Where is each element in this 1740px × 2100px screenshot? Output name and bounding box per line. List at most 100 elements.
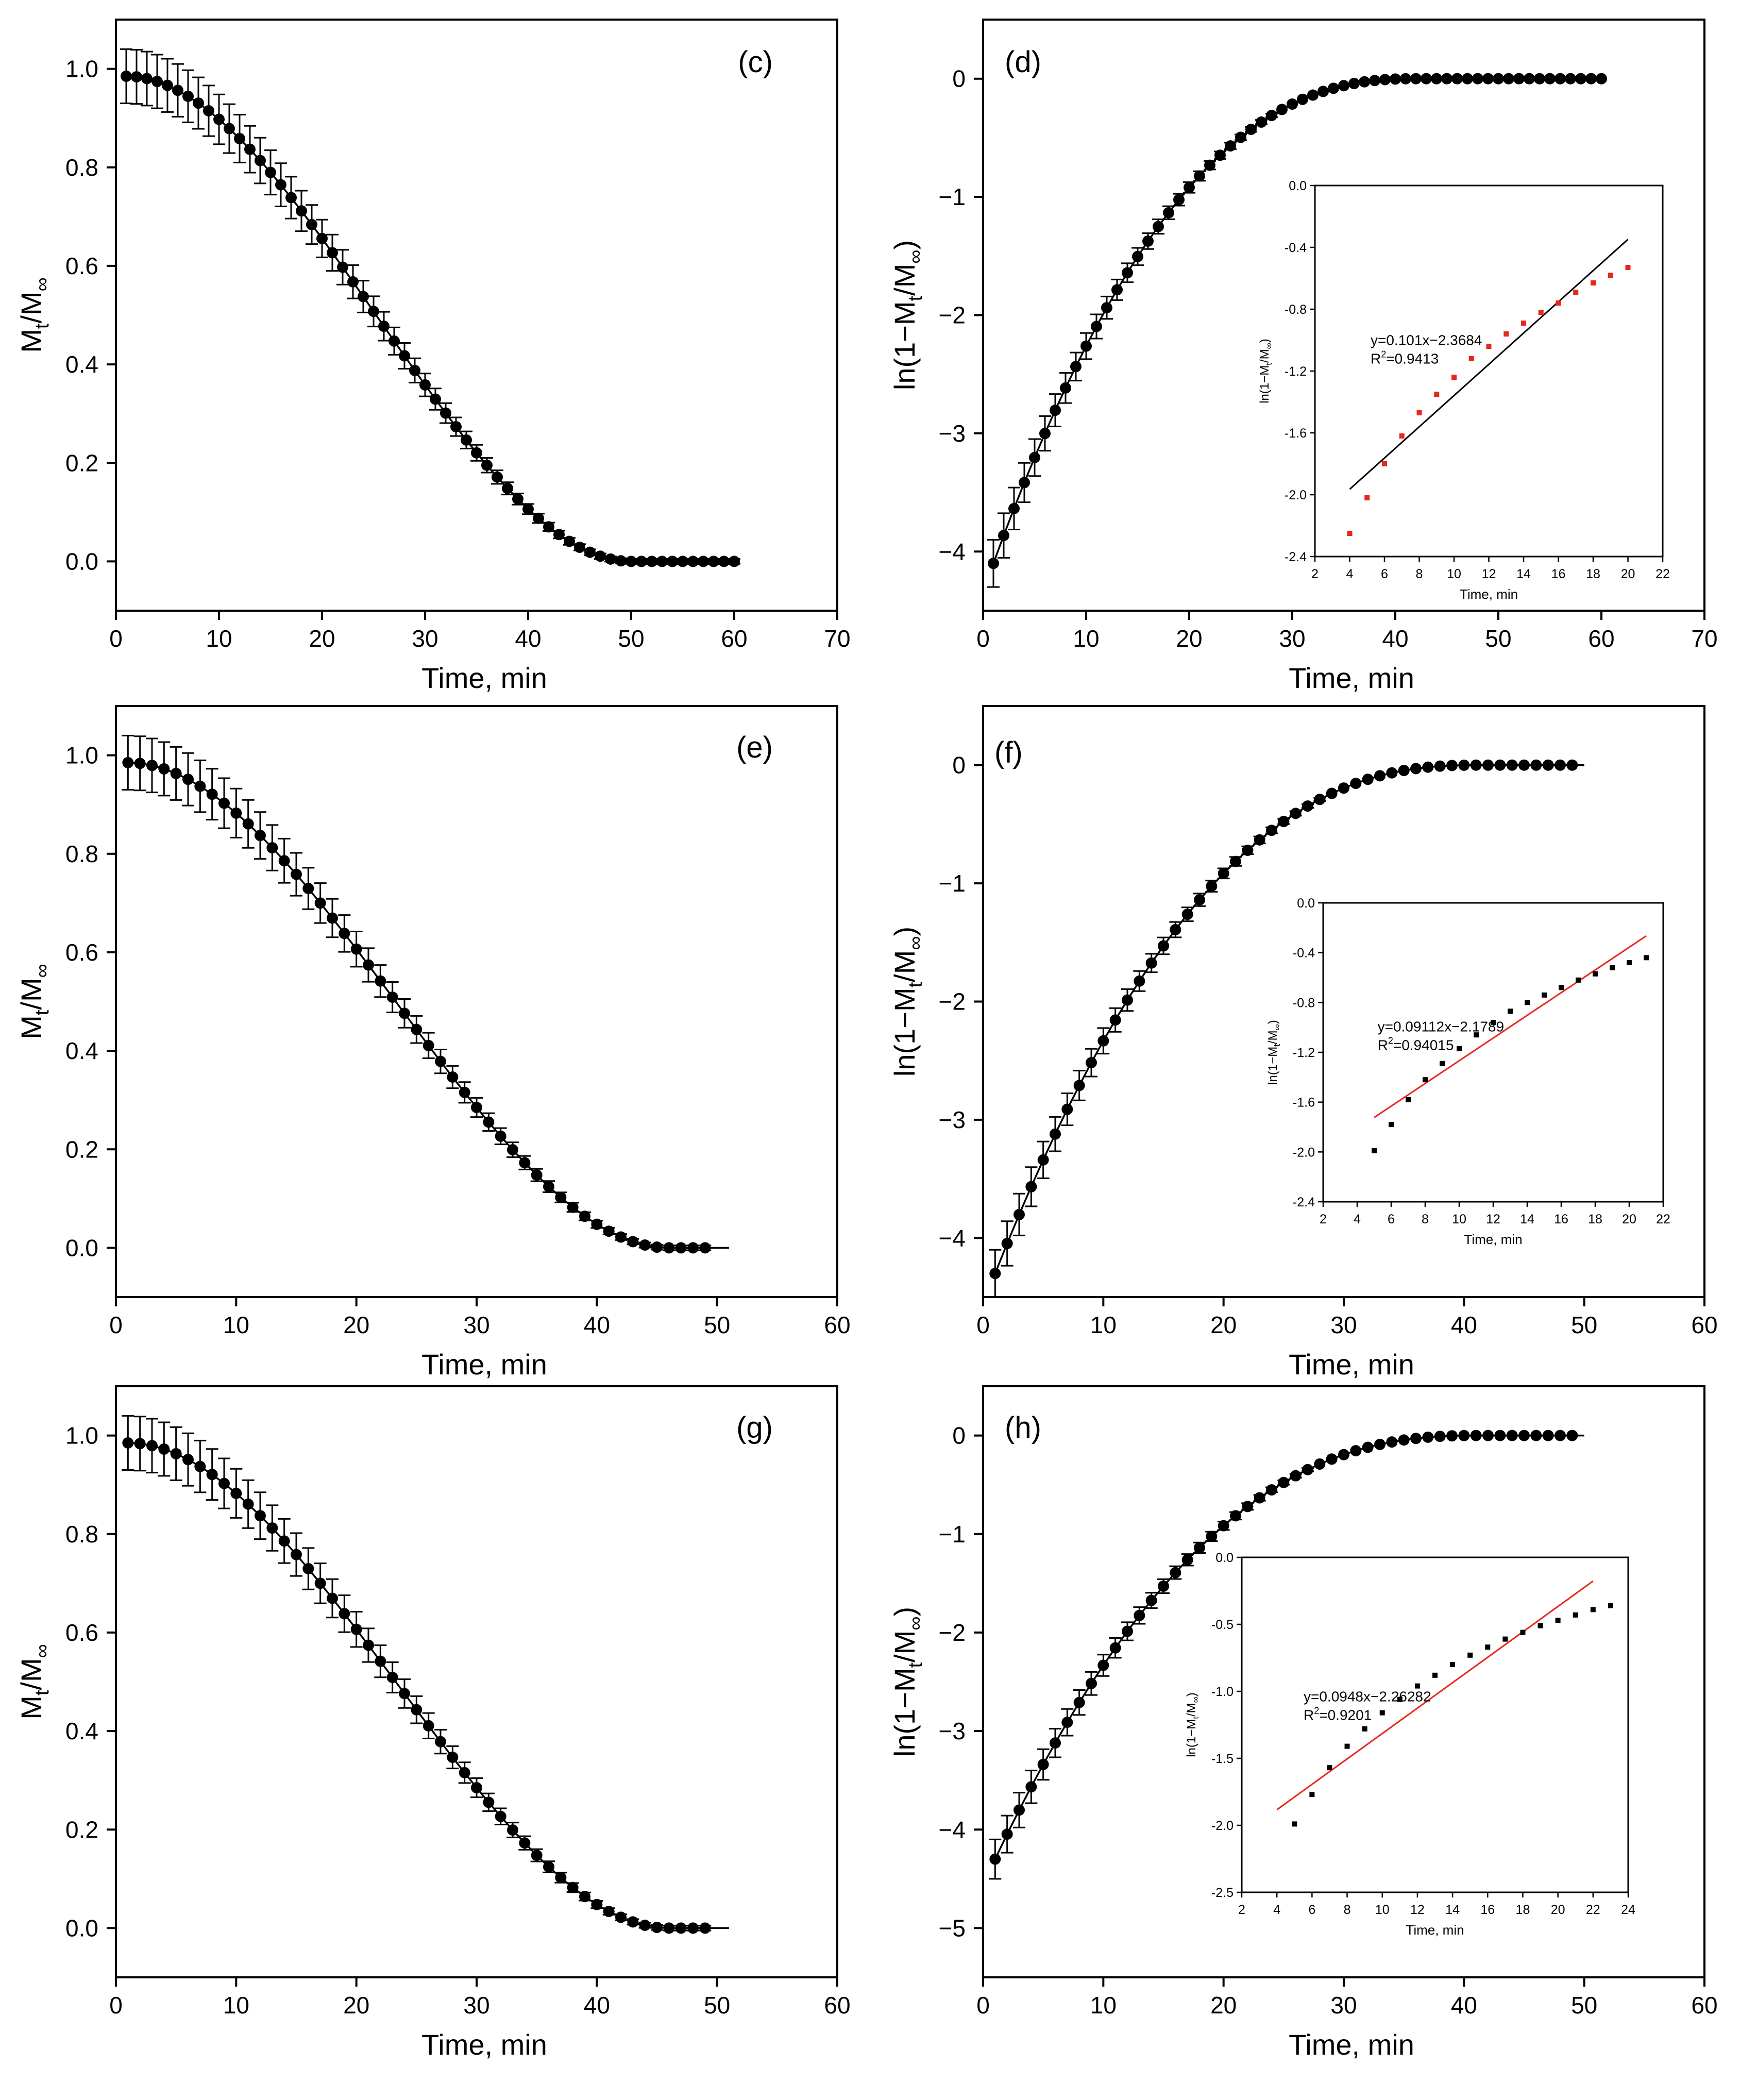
data-point: [1158, 1580, 1169, 1592]
inset-data-point: [1440, 1061, 1445, 1066]
data-point: [1266, 110, 1277, 122]
data-point: [1001, 1828, 1013, 1840]
y-axis-label-part: ln(1−M: [888, 987, 921, 1077]
data-point: [1338, 782, 1349, 794]
data-point: [1386, 1436, 1398, 1448]
data-point: [687, 556, 699, 567]
data-point: [639, 1239, 651, 1251]
data-point: [1530, 1430, 1542, 1441]
data-point: [1091, 321, 1102, 332]
inset-y-axis-label-part: ): [1266, 1020, 1280, 1024]
inset-frame: [1322, 902, 1664, 1203]
data-point: [1422, 1431, 1434, 1443]
inset-x-tick-label: 2: [1311, 567, 1319, 581]
inset-x-axis-label: Time, min: [1406, 1922, 1464, 1938]
inset-y-tick-label: 0.0: [1297, 896, 1315, 911]
y-tick-label: 0: [952, 65, 966, 92]
y-tick-label: 0.6: [65, 253, 98, 279]
data-point: [337, 261, 348, 273]
data-point: [1122, 267, 1133, 279]
panel-label: (c): [738, 45, 773, 79]
data-point: [435, 1055, 446, 1067]
inset-x-tick-label: 6: [1308, 1903, 1315, 1917]
data-point: [483, 1116, 495, 1128]
y-axis-label-part: t: [31, 323, 53, 329]
inset-x-tick-label: 8: [1422, 1212, 1429, 1227]
data-point: [375, 1655, 386, 1667]
data-point: [1181, 1554, 1193, 1566]
data-point: [122, 1437, 134, 1449]
data-point: [543, 1181, 554, 1192]
inset-y-tick-label: -2.4: [1293, 1195, 1315, 1209]
data-point: [182, 774, 194, 785]
x-tick-label: 50: [704, 1312, 730, 1338]
y-tick-label: −2: [939, 988, 966, 1015]
data-point: [1565, 73, 1576, 85]
data-point: [242, 818, 254, 830]
inset-x-tick-label: 20: [1551, 1903, 1565, 1917]
data-point: [450, 421, 462, 433]
inset-f: 2 4 6 8 10 12 14 16 18 20 22 -2.4 -2.0 -1.6 -1.2 -0.8 -0…: [1266, 896, 1670, 1247]
data-point: [699, 1242, 711, 1254]
data-point: [519, 1837, 531, 1849]
data-point: [1290, 1470, 1302, 1482]
data-point: [1422, 761, 1434, 773]
x-tick-label: 40: [1451, 1992, 1477, 2019]
data-point: [591, 1218, 603, 1230]
inset-y-tick-label: -1.2: [1285, 364, 1307, 379]
x-tick-label: 40: [584, 1992, 610, 2019]
panel-label: (d): [1005, 45, 1041, 79]
plot-frame: [115, 19, 838, 612]
y-axis-label-part: t: [31, 1690, 53, 1695]
data-point: [1398, 765, 1410, 777]
data-point: [1482, 759, 1494, 771]
y-axis-label-part: /M: [888, 264, 921, 296]
data-point: [989, 1268, 1001, 1280]
data-point: [327, 912, 338, 924]
data-point: [988, 558, 999, 569]
data-point: [1173, 194, 1185, 206]
y-axis-label-part: t: [905, 1662, 926, 1668]
inset-r2-part: R: [1378, 1037, 1388, 1053]
inset-x-tick-label: 24: [1621, 1903, 1635, 1917]
inset-x-tick-label: 12: [1482, 567, 1496, 581]
data-point: [1314, 1458, 1326, 1470]
data-point: [158, 1443, 170, 1455]
data-point: [339, 1608, 350, 1620]
data-point: [131, 71, 142, 83]
inset-x-tick-label: 10: [1447, 567, 1461, 581]
data-point: [591, 1899, 603, 1910]
data-point: [1566, 759, 1578, 771]
inset-data-point: [1508, 1009, 1513, 1014]
inset-data-point: [1372, 1148, 1377, 1153]
inset-y-tick-label: -2.0: [1285, 488, 1307, 502]
data-point: [440, 407, 451, 419]
data-point: [423, 1720, 434, 1732]
data-point: [543, 1861, 554, 1873]
data-point: [1542, 759, 1554, 771]
data-point: [121, 70, 132, 82]
data-point: [182, 90, 194, 102]
x-tick-label: 50: [1571, 1992, 1597, 2019]
inset-data-point: [1468, 356, 1474, 361]
inset-data-point: [1423, 1077, 1428, 1083]
data-point: [1073, 1080, 1085, 1091]
inset-y-axis-label: ln(1−Mt/M∞): [1258, 339, 1274, 404]
inset-x-tick-label: 4: [1346, 567, 1354, 581]
data-point: [579, 1211, 590, 1222]
data-point: [386, 1671, 398, 1683]
data-point: [1029, 451, 1040, 463]
x-tick-label: 0: [976, 625, 990, 652]
inset-data-point: [1467, 1652, 1473, 1658]
inset-x-tick-label: 16: [1480, 1903, 1495, 1917]
data-point: [1060, 382, 1071, 394]
data-point: [244, 143, 256, 155]
y-tick-label: −2: [939, 302, 966, 329]
y-tick-label: 0.8: [65, 1521, 98, 1548]
inset-data-point: [1327, 1765, 1332, 1771]
inset-y-axis-label-part: /M: [1266, 1030, 1280, 1044]
data-point: [1518, 759, 1530, 771]
x-tick-label: 0: [976, 1312, 990, 1338]
inset-data-point: [1362, 1726, 1367, 1732]
y-tick-label: 0.0: [65, 548, 98, 575]
